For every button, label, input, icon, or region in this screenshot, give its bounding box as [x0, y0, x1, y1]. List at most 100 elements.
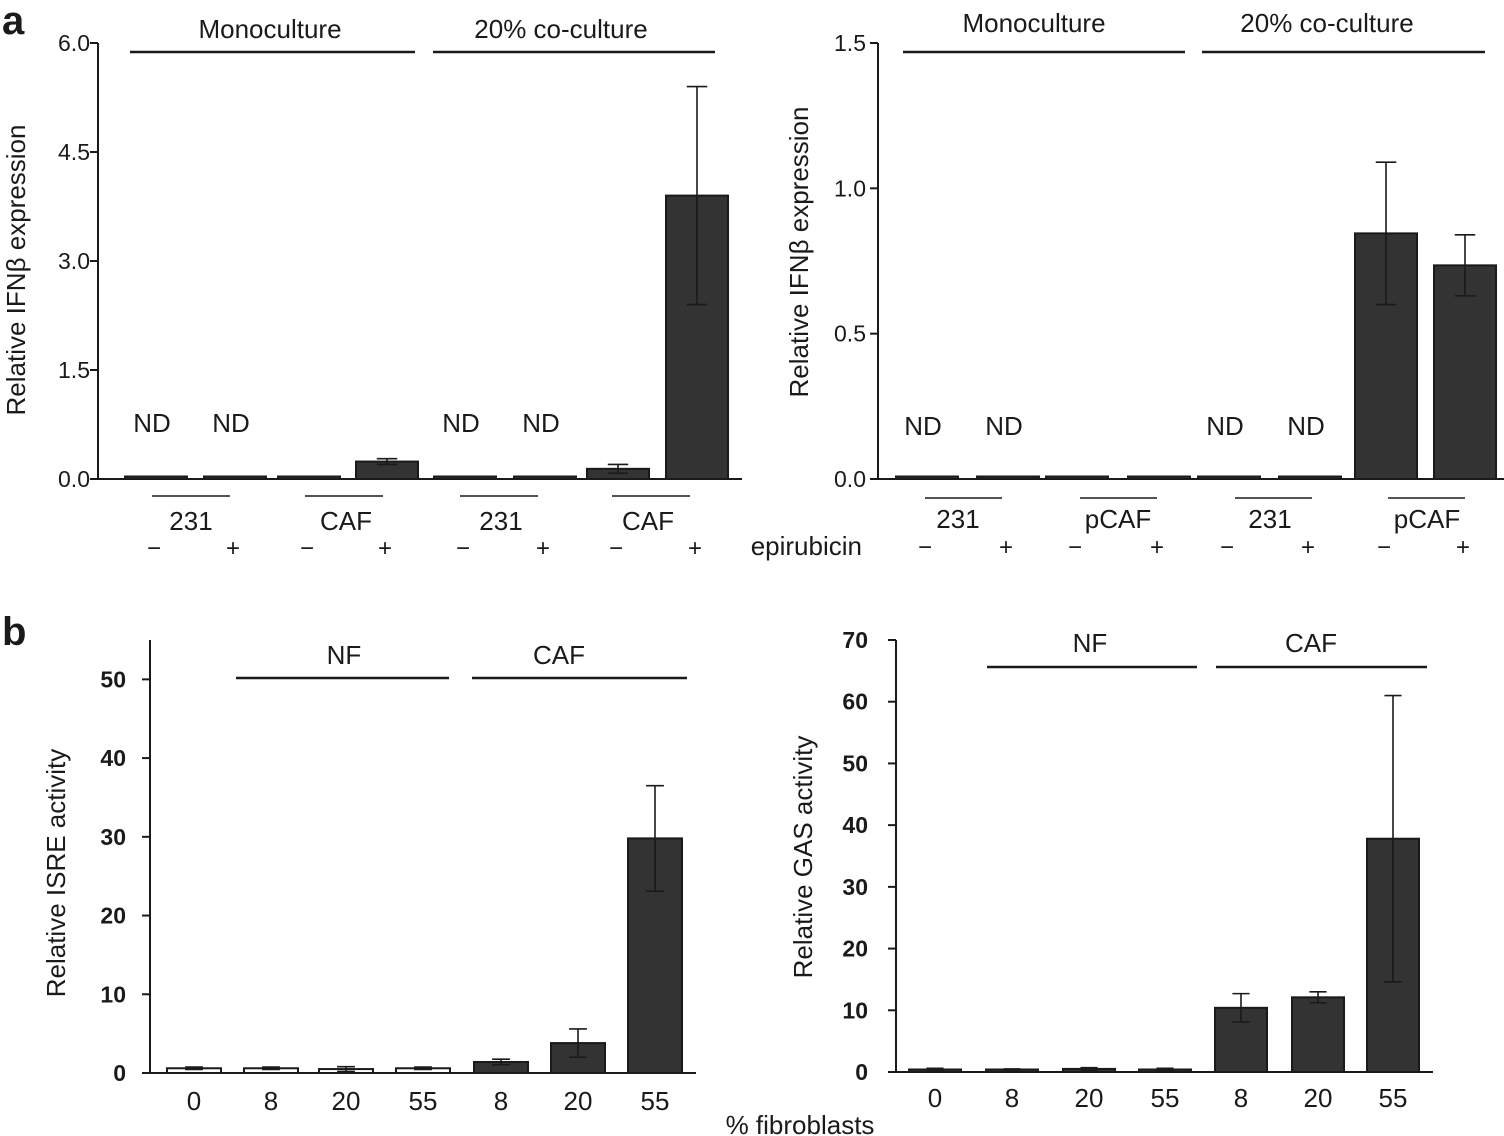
y-axis-label: Relative ISRE activity: [41, 749, 71, 998]
treatment-sign: +: [1150, 534, 1164, 561]
y-tick-label: 0: [855, 1059, 868, 1085]
nd-label: ND: [1287, 411, 1325, 441]
bar: [1433, 264, 1497, 480]
treatment-sign: −: [1220, 534, 1234, 561]
nd-label: ND: [212, 408, 250, 438]
bar: [1278, 475, 1342, 480]
treatment-sign: +: [378, 535, 392, 562]
y-axis-label: Relative IFNβ expression: [784, 107, 814, 398]
subgroup-label: 231: [479, 506, 522, 536]
bar: [895, 475, 959, 480]
nd-label: ND: [522, 408, 560, 438]
treatment-sign: −: [300, 535, 314, 562]
x-tick-label: 55: [1151, 1083, 1180, 1113]
subgroup-label: 231: [1248, 504, 1291, 534]
y-tick-label: 3.0: [58, 248, 90, 274]
bar: [277, 475, 341, 480]
subgroup-label: pCAF: [1085, 504, 1151, 534]
group-label: 20% co-culture: [474, 14, 647, 44]
subgroup-label: 231: [169, 506, 212, 536]
y-axis-label: Relative GAS activity: [788, 736, 818, 979]
subgroup-label: CAF: [320, 506, 372, 536]
bar: [513, 475, 577, 480]
subgroup-label: CAF: [622, 506, 674, 536]
x-tick-label: 20: [1304, 1083, 1333, 1113]
y-tick-label: 50: [100, 666, 126, 692]
x-tick-label: 8: [494, 1086, 508, 1116]
nd-label: ND: [904, 411, 942, 441]
x-tick-label: 8: [1005, 1083, 1019, 1113]
x-axis-label: % fibroblasts: [726, 1110, 875, 1136]
treatment-sign: +: [999, 534, 1013, 561]
y-tick-label: 60: [842, 689, 868, 715]
subgroup-label: 231: [936, 504, 979, 534]
group-label: 20% co-culture: [1240, 8, 1413, 38]
y-tick-label: 4.5: [58, 139, 90, 165]
y-tick-label: 0.5: [834, 321, 866, 347]
treatment-sign: −: [609, 535, 623, 562]
bar: [433, 475, 497, 480]
x-tick-label: 0: [928, 1083, 942, 1113]
group-label: NF: [1073, 628, 1108, 658]
bar: [1045, 475, 1109, 480]
treatment-sign: −: [456, 535, 470, 562]
group-label: CAF: [533, 640, 585, 670]
y-tick-label: 20: [842, 936, 868, 962]
subgroup-label: pCAF: [1394, 504, 1460, 534]
bar: [976, 475, 1040, 480]
group-label: CAF: [1285, 628, 1337, 658]
treatment-sign: −: [1377, 534, 1391, 561]
panel-label-b: b: [2, 610, 26, 654]
y-tick-label: 50: [842, 750, 868, 776]
x-tick-label: 55: [1379, 1083, 1408, 1113]
y-tick-label: 20: [100, 903, 126, 929]
y-tick-label: 40: [100, 745, 126, 771]
treatment-sign: +: [688, 535, 702, 562]
nd-label: ND: [133, 408, 171, 438]
y-tick-label: 1.0: [834, 175, 866, 201]
treatment-sign: +: [1301, 534, 1315, 561]
group-label: Monoculture: [962, 8, 1105, 38]
y-tick-label: 0: [113, 1060, 126, 1086]
y-tick-label: 40: [842, 812, 868, 838]
bar: [203, 475, 267, 480]
group-label: Monoculture: [198, 14, 341, 44]
group-label: NF: [327, 640, 362, 670]
x-tick-label: 0: [187, 1086, 201, 1116]
chart-ifnb-231-caf: 0.0 1.5 3.0 4.5 6.0 Relative IFNβ expression N…: [1, 14, 742, 562]
y-tick-label: 10: [100, 981, 126, 1007]
y-tick-label: 70: [842, 627, 868, 653]
y-tick-label: 10: [842, 997, 868, 1023]
y-axis-label: Relative IFNβ expression: [1, 125, 31, 416]
y-tick-label: 1.5: [58, 357, 90, 383]
treatment-sign: +: [536, 535, 550, 562]
y-tick-label: 6.0: [58, 30, 90, 56]
treatment-sign: +: [226, 535, 240, 562]
treatment-sign: −: [918, 534, 932, 561]
y-tick-label: 0.0: [834, 466, 866, 492]
chart-ifnb-231-pcaf: 0.0 0.5 1.0 1.5 Relative IFNβ expression ND − N…: [751, 8, 1504, 561]
x-tick-label: 20: [1075, 1083, 1104, 1113]
y-tick-label: 30: [100, 824, 126, 850]
x-tick-label: 20: [564, 1086, 593, 1116]
x-tick-label: 8: [264, 1086, 278, 1116]
y-tick-label: 1.5: [834, 30, 866, 56]
bar: [124, 475, 188, 480]
x-tick-label: 55: [641, 1086, 670, 1116]
x-tick-label: 20: [332, 1086, 361, 1116]
treatment-label: epirubicin: [751, 531, 862, 561]
nd-label: ND: [985, 411, 1023, 441]
chart-gas-activity: 0 10 20 30 40 50 60 70 Relative GAS activity 0 8 20…: [726, 627, 1433, 1136]
bar: [1127, 475, 1191, 480]
treatment-sign: −: [147, 535, 161, 562]
y-tick-label: 30: [842, 874, 868, 900]
x-tick-label: 55: [409, 1086, 438, 1116]
chart-isre-activity: 0 10 20 30 40 50 Relative ISRE activity 0 8 20 55 8…: [41, 640, 696, 1116]
treatment-sign: −: [1068, 534, 1082, 561]
nd-label: ND: [442, 408, 480, 438]
bar: [1197, 475, 1261, 480]
x-tick-label: 8: [1234, 1083, 1248, 1113]
treatment-sign: +: [1456, 534, 1470, 561]
panel-label-a: a: [2, 0, 25, 43]
